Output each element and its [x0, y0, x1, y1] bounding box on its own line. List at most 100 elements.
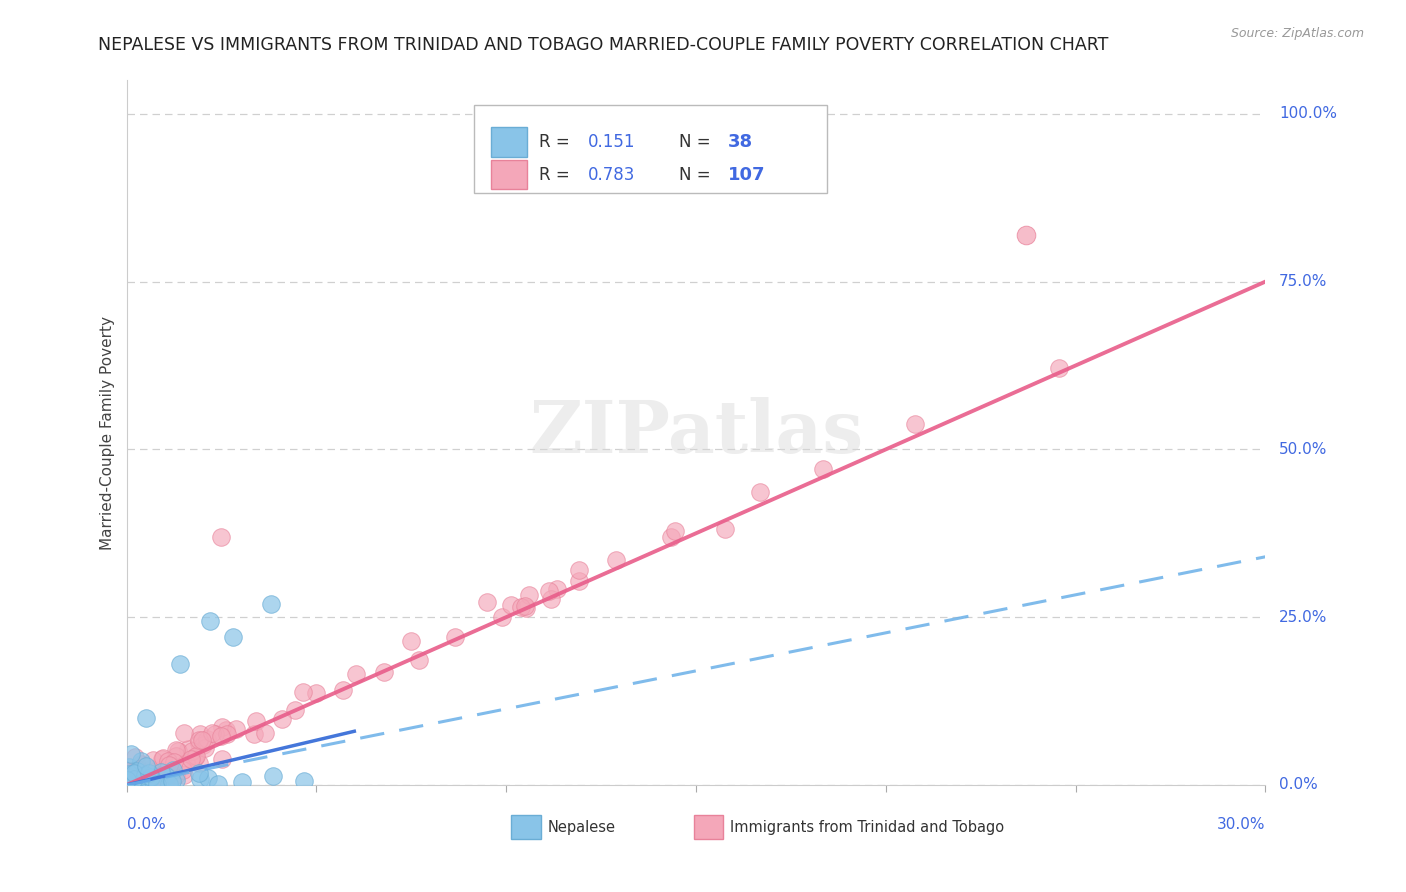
Point	[149, 763, 172, 777]
Text: 25.0%: 25.0%	[1279, 609, 1327, 624]
Text: Source: ZipAtlas.com: Source: ZipAtlas.com	[1230, 27, 1364, 40]
Text: R =: R =	[538, 133, 575, 152]
Point	[157, 757, 180, 772]
Point	[139, 763, 162, 777]
Point	[165, 768, 187, 782]
Point	[121, 770, 143, 784]
Point	[146, 771, 169, 785]
Point	[145, 773, 167, 788]
Text: Nepalese: Nepalese	[548, 820, 616, 835]
Point	[271, 712, 294, 726]
Point	[143, 778, 166, 792]
Point	[659, 530, 682, 544]
Point	[188, 766, 211, 780]
Point	[491, 609, 513, 624]
Point	[540, 592, 562, 607]
Point	[605, 553, 627, 567]
Point	[117, 776, 139, 790]
Point	[194, 741, 217, 756]
Point	[129, 757, 152, 772]
Point	[139, 772, 162, 786]
FancyBboxPatch shape	[512, 815, 541, 839]
Point	[163, 755, 186, 769]
Point	[155, 772, 177, 787]
Point	[408, 653, 430, 667]
Point	[127, 769, 149, 783]
Point	[188, 733, 211, 747]
Point	[211, 720, 233, 734]
Point	[475, 595, 498, 609]
Text: N =: N =	[679, 166, 716, 184]
Point	[254, 726, 277, 740]
Point	[118, 767, 141, 781]
Text: 0.783: 0.783	[588, 166, 636, 184]
Point	[165, 772, 187, 787]
FancyBboxPatch shape	[491, 128, 527, 157]
Point	[124, 778, 146, 792]
Point	[188, 756, 211, 770]
Point	[245, 714, 267, 729]
Point	[180, 744, 202, 758]
Point	[124, 764, 146, 779]
Point	[146, 776, 169, 790]
Point	[180, 751, 202, 765]
Text: N =: N =	[679, 133, 716, 152]
Point	[509, 600, 531, 615]
Point	[157, 777, 180, 791]
Point	[513, 599, 536, 613]
Point	[134, 768, 156, 782]
Text: Immigrants from Trinidad and Tobago: Immigrants from Trinidad and Tobago	[730, 820, 1004, 835]
Point	[174, 756, 197, 770]
Point	[127, 778, 149, 792]
Point	[188, 727, 211, 741]
Point	[138, 766, 160, 780]
Point	[125, 762, 148, 776]
Point	[714, 522, 737, 536]
Point	[165, 748, 187, 763]
Point	[115, 767, 138, 781]
Point	[169, 657, 191, 672]
Point	[118, 764, 141, 779]
Point	[215, 727, 238, 741]
Text: 107: 107	[728, 166, 765, 184]
Point	[156, 754, 179, 768]
Point	[291, 685, 314, 699]
Point	[568, 574, 591, 588]
Point	[173, 768, 195, 782]
Point	[125, 773, 148, 788]
Point	[118, 766, 141, 780]
Text: ZIPatlas: ZIPatlas	[529, 397, 863, 468]
Point	[139, 771, 162, 785]
Point	[117, 767, 139, 781]
Point	[124, 750, 146, 764]
Text: 38: 38	[728, 133, 754, 152]
Point	[122, 768, 145, 782]
Point	[173, 725, 195, 739]
Point	[143, 764, 166, 779]
Point	[117, 772, 139, 787]
Point	[284, 703, 307, 717]
Point	[124, 765, 146, 780]
Point	[188, 772, 211, 787]
Point	[135, 711, 156, 725]
Point	[122, 772, 145, 786]
Text: 100.0%: 100.0%	[1279, 106, 1337, 121]
Point	[184, 748, 207, 763]
Point	[568, 563, 591, 577]
Point	[160, 774, 183, 789]
Point	[200, 726, 222, 740]
Point	[124, 778, 146, 792]
Point	[141, 775, 163, 789]
Point	[142, 753, 165, 767]
Text: NEPALESE VS IMMIGRANTS FROM TRINIDAD AND TOBAGO MARRIED-COUPLE FAMILY POVERTY CO: NEPALESE VS IMMIGRANTS FROM TRINIDAD AND…	[98, 36, 1109, 54]
Point	[120, 747, 142, 761]
Point	[749, 484, 772, 499]
Point	[135, 759, 156, 773]
Point	[215, 723, 238, 738]
Point	[165, 743, 187, 757]
Point	[260, 597, 283, 611]
Point	[122, 778, 145, 792]
Point	[150, 769, 173, 783]
Text: 30.0%: 30.0%	[1218, 817, 1265, 831]
Point	[135, 772, 157, 786]
